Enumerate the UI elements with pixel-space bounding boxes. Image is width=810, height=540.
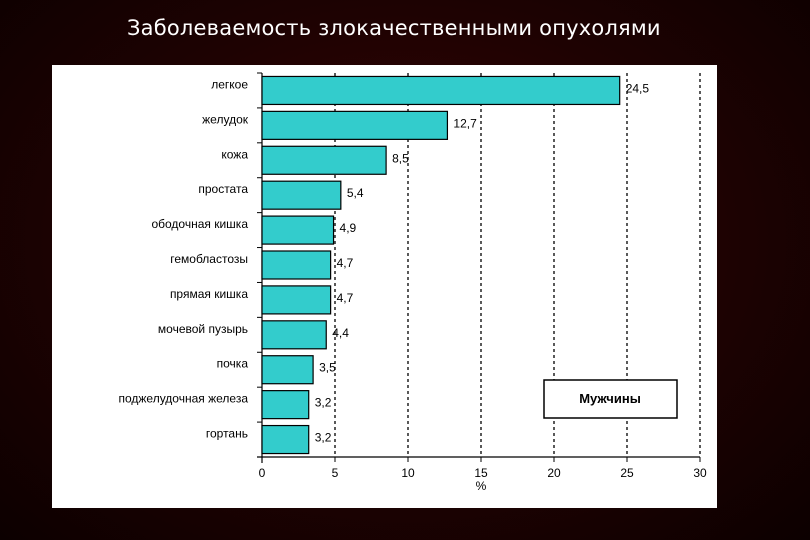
- legend-box-frame: [543, 379, 678, 419]
- legend-box-label: Мужчины: [579, 391, 641, 406]
- x-tick-label-15: 15: [474, 466, 488, 480]
- value-label-2: 8,5: [392, 151, 409, 165]
- value-label-3: 5,4: [347, 186, 364, 200]
- category-label-9: поджелудочная железа: [118, 392, 248, 406]
- chart-panel: 0 5 10 15 20 25 30% легкое 24,5 желудок 12,7 кожа 8,…: [52, 65, 717, 508]
- value-label-0: 24,5: [626, 81, 650, 95]
- bar-7: [261, 320, 327, 350]
- x-tick-label-10: 10: [401, 466, 415, 480]
- bar-4: [261, 215, 335, 245]
- bar-chart: 0 5 10 15 20 25 30% легкое 24,5 желудок 12,7 кожа 8,…: [118, 72, 707, 493]
- category-label-8: почка: [217, 357, 249, 371]
- category-label-5: гемобластозы: [170, 252, 248, 266]
- category-label-1: желудок: [202, 112, 249, 126]
- value-label-4: 4,9: [340, 221, 357, 235]
- x-tick-label-5: 5: [332, 466, 339, 480]
- category-label-6: прямая кишка: [170, 287, 248, 301]
- value-label-10: 3,2: [315, 431, 332, 445]
- category-label-7: мочевой пузырь: [158, 322, 248, 336]
- x-tick-label-30: 30: [693, 466, 707, 480]
- value-label-9: 3,2: [315, 396, 332, 410]
- bar-1: [261, 110, 449, 140]
- legend-box: Мужчины: [543, 379, 678, 419]
- category-label-3: простата: [198, 182, 248, 196]
- labels: 0 5 10 15 20 25 30% легкое 24,5 желудок 12,7 кожа 8,…: [118, 77, 707, 493]
- x-tick-label-20: 20: [547, 466, 561, 480]
- bar-8: [261, 355, 314, 385]
- value-label-8: 3,5: [319, 361, 336, 375]
- category-label-4: ободочная кишка: [151, 217, 248, 231]
- x-axis-label: %: [476, 479, 487, 493]
- value-label-5: 4,7: [337, 256, 354, 270]
- value-label-6: 4,7: [337, 291, 354, 305]
- bar-0: [261, 75, 621, 106]
- bar-5: [261, 250, 332, 280]
- bar-9: [261, 390, 310, 420]
- category-label-0: легкое: [211, 77, 248, 91]
- x-tick-label-0: 0: [259, 466, 266, 480]
- bar-3: [261, 180, 342, 210]
- value-label-7: 4,4: [332, 326, 349, 340]
- bars: [261, 75, 621, 455]
- bar-2: [261, 145, 387, 175]
- category-label-10: гортань: [206, 427, 248, 441]
- value-label-1: 12,7: [453, 116, 477, 130]
- bar-6: [261, 285, 332, 315]
- bar-10: [261, 424, 310, 455]
- category-label-2: кожа: [221, 147, 248, 161]
- x-tick-label-25: 25: [620, 466, 634, 480]
- slide-title: Заболеваемость злокачественными опухолям…: [127, 16, 661, 40]
